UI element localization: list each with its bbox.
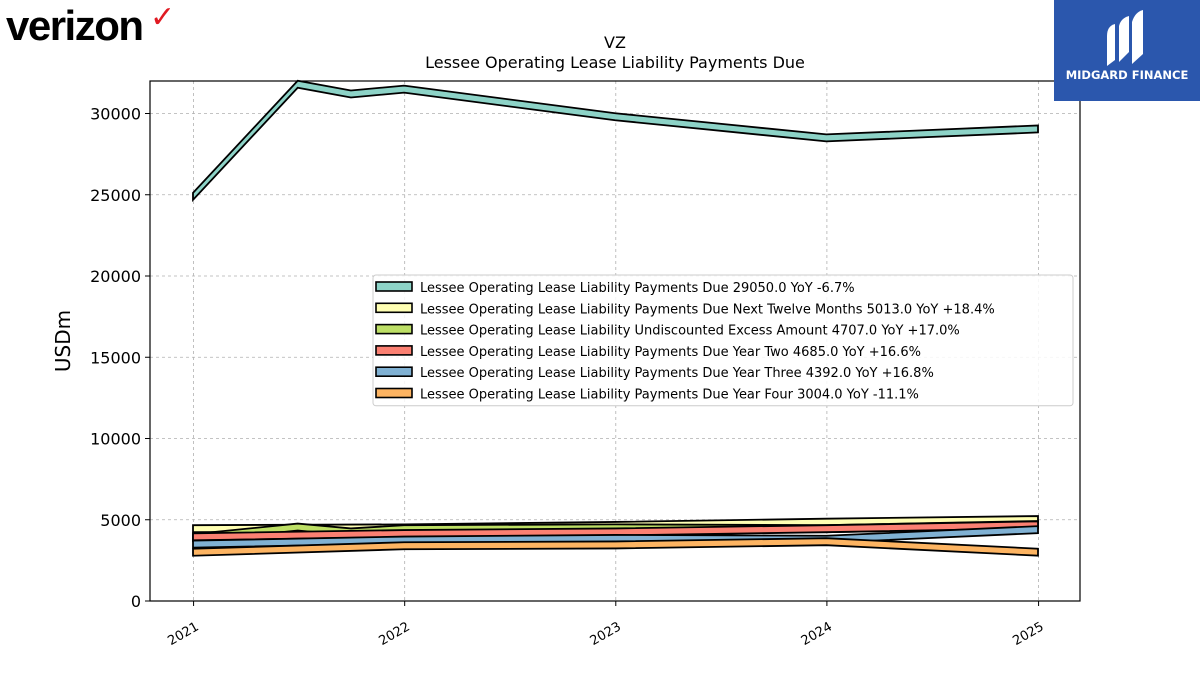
y-tick-label: 15000 — [90, 348, 141, 367]
legend: Lessee Operating Lease Liability Payment… — [372, 274, 1074, 407]
chart-title: VZ — [604, 33, 626, 52]
legend-entry: Lessee Operating Lease Liability Payment… — [420, 345, 921, 360]
legend-swatch — [375, 323, 413, 335]
legend-box — [372, 274, 1074, 407]
brand-name: verizon — [6, 2, 144, 49]
y-tick-label: 10000 — [90, 430, 141, 449]
badge-title: MIDGARD FINANCE — [1065, 68, 1189, 82]
midgard-m-logo-icon — [1107, 10, 1143, 66]
x-axis: 2021 2022 2023 2024 2025 — [165, 601, 1047, 649]
series-band — [192, 537, 1039, 557]
x-tick-label: 2022 — [377, 619, 413, 649]
verizon-check-icon: ✓ — [150, 0, 176, 35]
y-tick-label: 30000 — [90, 105, 141, 124]
legend-swatch — [375, 281, 413, 292]
legend-entry: Lessee Operating Lease Liability Payment… — [420, 302, 995, 317]
legend-swatch — [375, 387, 413, 399]
series-layer — [192, 79, 1039, 557]
x-tick-label: 2025 — [1010, 619, 1046, 649]
midgard-finance-badge: MIDGARD FINANCE — [1054, 0, 1200, 101]
y-tick-label: 5000 — [100, 511, 141, 530]
y-tick-label: 0 — [131, 592, 141, 611]
chart-subtitle: Lessee Operating Lease Liability Payment… — [425, 53, 805, 72]
x-tick-label: 2023 — [588, 619, 624, 649]
legend-entry: Lessee Operating Lease Liability Payment… — [420, 281, 855, 296]
legend-entry: Lessee Operating Lease Liability Payment… — [420, 366, 934, 381]
legend-swatch — [375, 302, 413, 314]
verizon-logo: verizon — [6, 2, 144, 50]
legend-swatch — [375, 345, 413, 356]
legend-entry: Lessee Operating Lease Liability Payment… — [420, 388, 919, 403]
x-tick-label: 2021 — [165, 619, 201, 649]
legend-entry: Lessee Operating Lease Liability Undisco… — [420, 324, 960, 339]
y-tick-label: 25000 — [90, 186, 141, 205]
series-band — [192, 79, 1039, 203]
y-tick-label: 20000 — [90, 267, 141, 286]
legend-swatch — [375, 366, 413, 378]
x-tick-label: 2024 — [799, 619, 835, 649]
y-axis-label: USDm — [51, 310, 75, 372]
plot-frame — [149, 80, 1081, 602]
y-axis: 0 5000 10000 15000 20000 25000 30000 — [90, 105, 150, 611]
